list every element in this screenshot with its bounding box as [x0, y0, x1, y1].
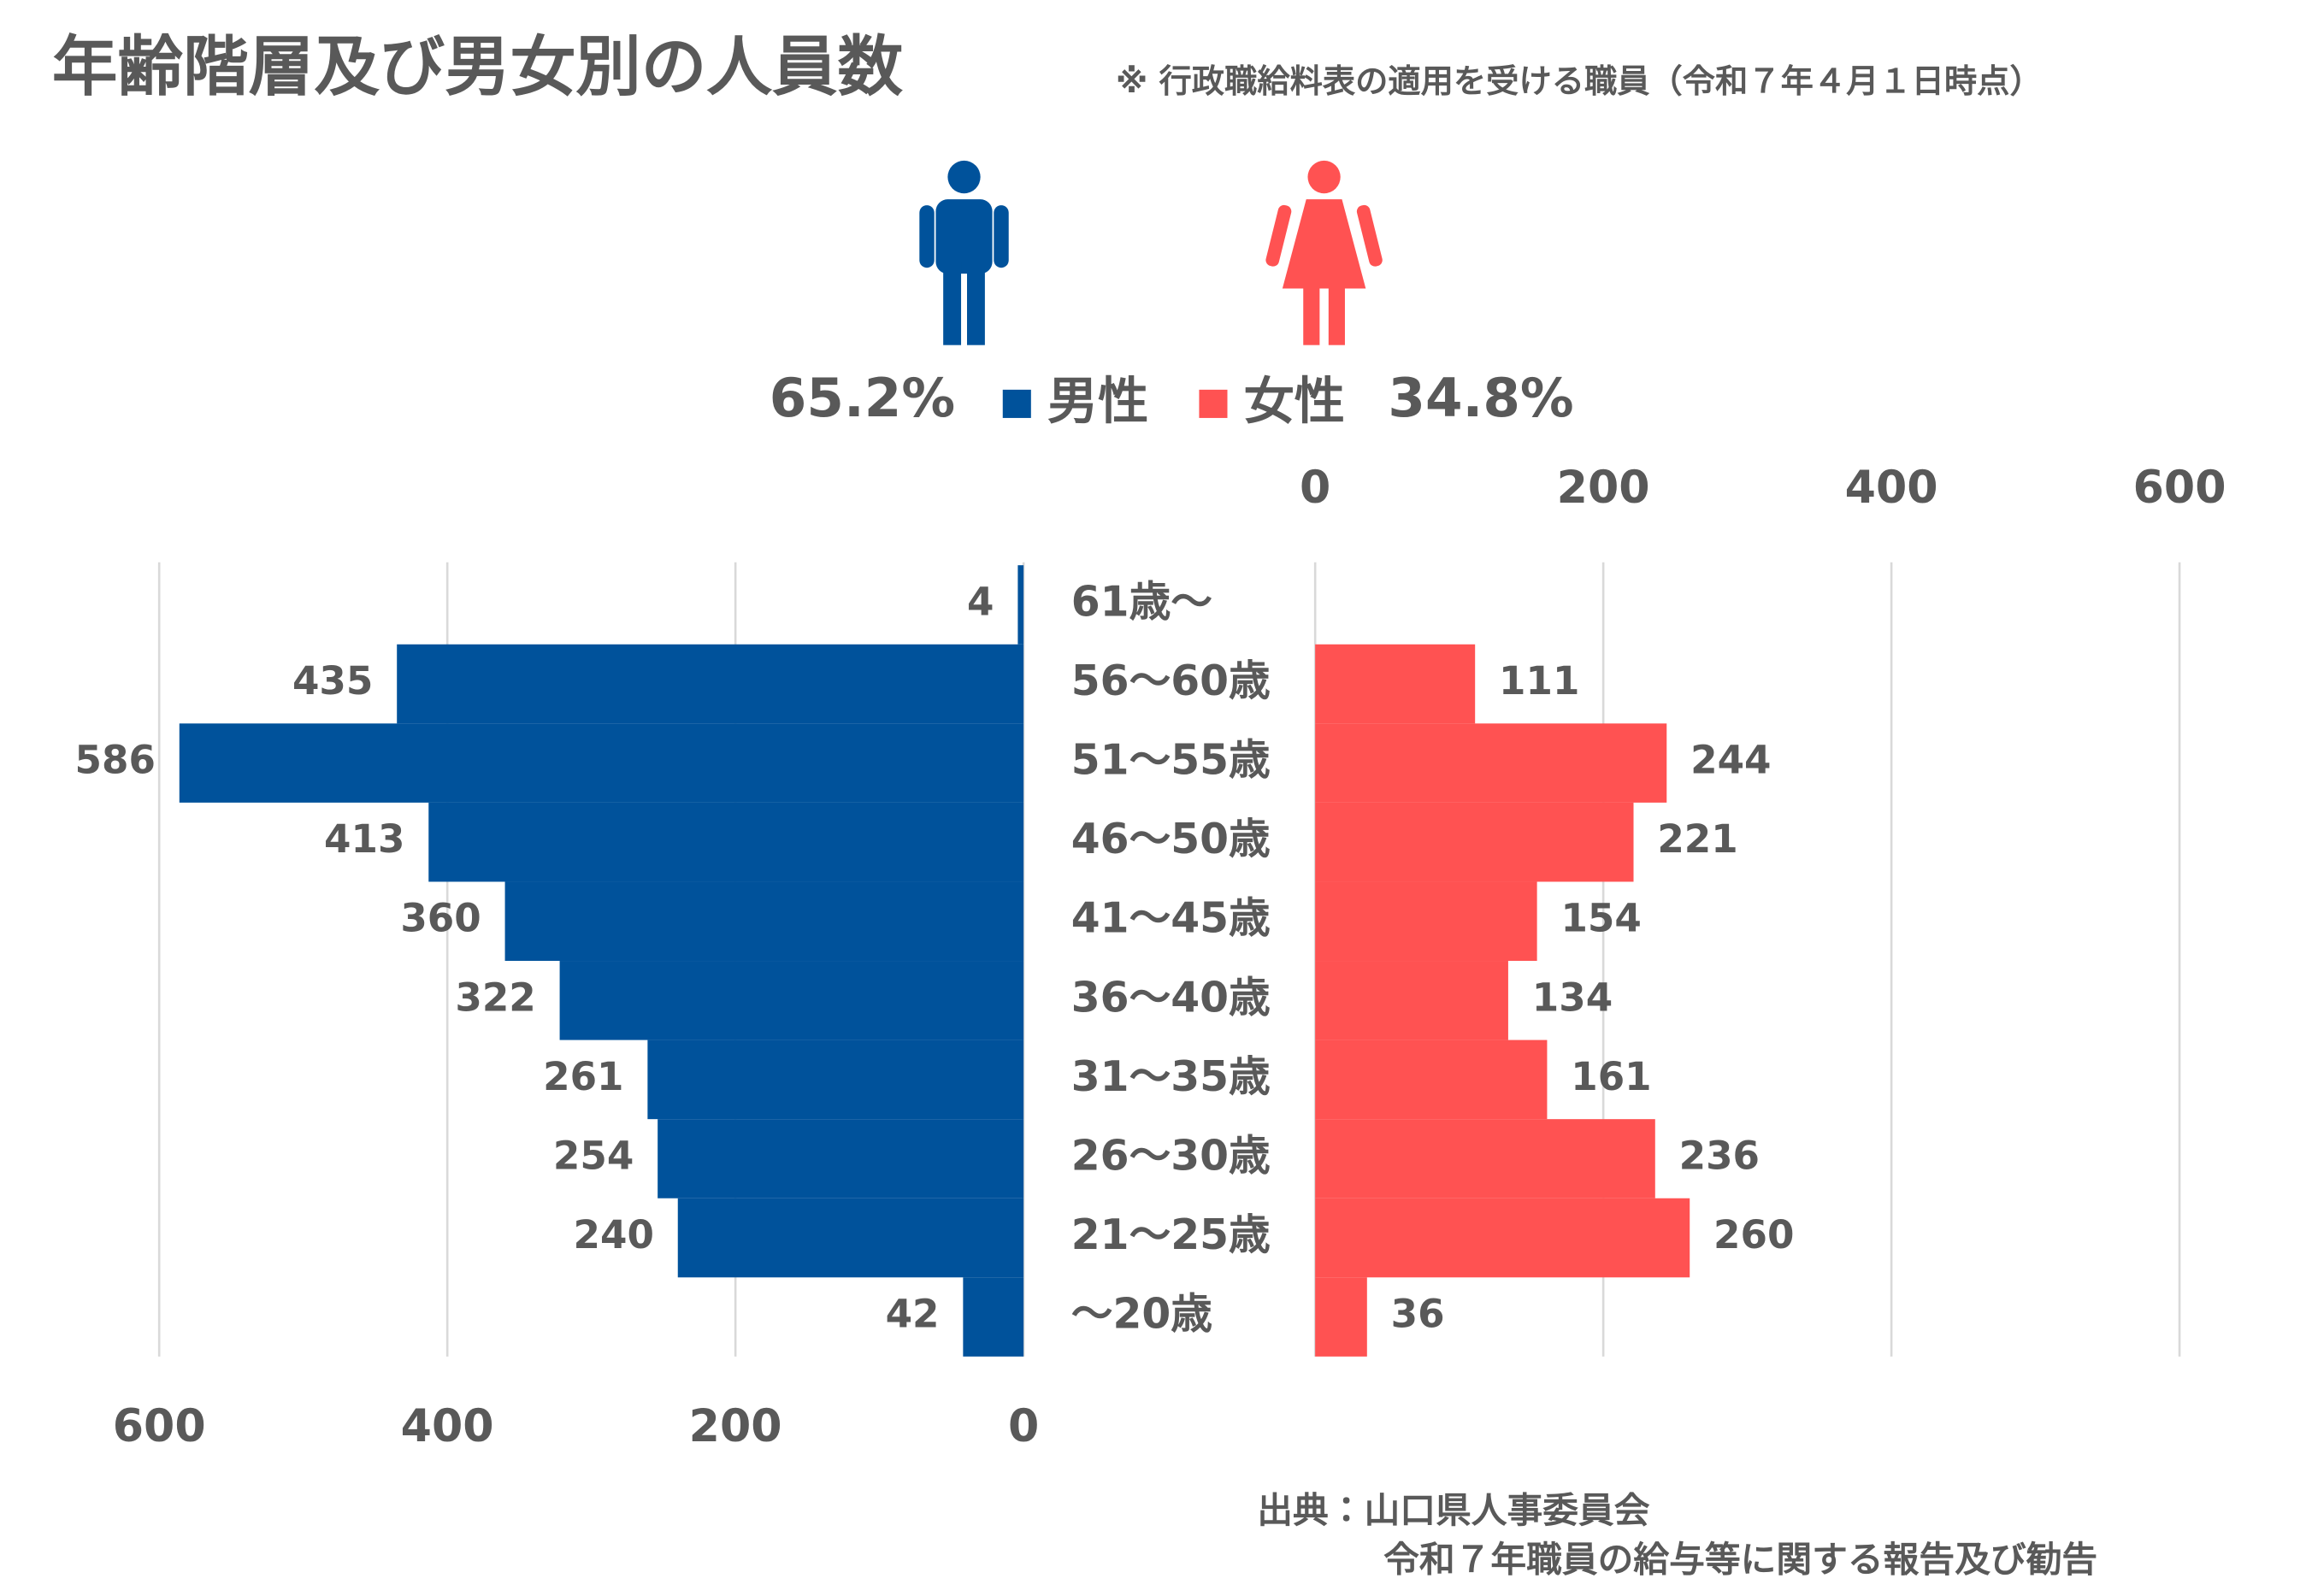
value-label: 236 — [1679, 1133, 1760, 1178]
chart-subtitle: ※ 行政職給料表の適用を受ける職員（令和７年４月１日時点） — [1116, 62, 2043, 101]
bar — [963, 1277, 1024, 1357]
value-label: 111 — [1499, 658, 1579, 704]
value-label: 260 — [1713, 1212, 1794, 1257]
female-icon — [1265, 160, 1383, 345]
bar — [658, 1119, 1024, 1198]
x-tick-label: 0 — [1008, 1401, 1039, 1452]
category-label: ～20歳 — [1071, 1291, 1212, 1339]
x-tick-label: 600 — [113, 1401, 206, 1452]
value-label: 586 — [75, 738, 156, 783]
male-icon — [919, 160, 1009, 345]
legend-share: 65.2% — [770, 367, 955, 429]
bar — [1315, 1119, 1655, 1198]
legend-swatch — [1002, 389, 1031, 418]
x-tick-label: 400 — [1845, 462, 1938, 514]
value-label: 322 — [455, 975, 535, 1020]
source-line: 出典：山口県人事委員会 — [1257, 1489, 1649, 1531]
x-tick-label: 200 — [1557, 462, 1650, 514]
legend-label: 女性 — [1244, 371, 1345, 430]
bar — [1315, 644, 1476, 724]
x-tick-label: 200 — [689, 1401, 782, 1452]
bar — [1315, 1277, 1367, 1357]
source-line: 令和７年職員の給与等に関する報告及び勧告 — [1383, 1538, 2097, 1580]
category-label: 31～35歳 — [1071, 1053, 1271, 1101]
value-label: 435 — [292, 658, 373, 704]
legend-swatch — [1199, 389, 1228, 418]
x-tick-label: 400 — [401, 1401, 494, 1452]
chart-title: 年齢階層及び男女別の人員数 — [52, 30, 904, 106]
category-label: 46～50歳 — [1071, 816, 1271, 863]
x-tick-label: 600 — [2133, 462, 2226, 514]
value-label: 42 — [886, 1292, 940, 1337]
bar — [1315, 881, 1537, 962]
bar — [397, 644, 1024, 724]
value-label: 161 — [1571, 1054, 1651, 1099]
bar — [504, 881, 1024, 962]
category-label: 51～55歳 — [1071, 737, 1271, 785]
value-label: 4 — [967, 579, 994, 624]
value-label: 221 — [1657, 816, 1737, 862]
legend-share: 34.8% — [1388, 367, 1573, 429]
bar — [428, 802, 1024, 882]
category-label: 41～45歳 — [1071, 895, 1271, 943]
category-label: 36～40歳 — [1071, 974, 1271, 1022]
category-label: 61歳～ — [1071, 578, 1212, 626]
bar — [1315, 802, 1634, 882]
bar — [1017, 565, 1024, 645]
value-label: 240 — [574, 1212, 654, 1257]
value-label: 254 — [553, 1133, 634, 1178]
value-label: 244 — [1690, 738, 1771, 783]
bar — [1315, 1198, 1690, 1278]
value-label: 360 — [400, 896, 481, 941]
category-label: 21～25歳 — [1071, 1211, 1271, 1259]
value-label: 261 — [543, 1054, 623, 1099]
x-tick-label: 0 — [1300, 462, 1330, 514]
bar — [1315, 723, 1667, 803]
bar — [1315, 1039, 1548, 1120]
bar — [1315, 961, 1508, 1040]
value-label: 134 — [1532, 975, 1613, 1020]
bar — [559, 961, 1024, 1040]
bar — [647, 1039, 1024, 1120]
category-label: 26～30歳 — [1071, 1132, 1271, 1180]
category-label: 56～60歳 — [1071, 657, 1271, 705]
value-label: 154 — [1560, 896, 1641, 941]
value-label: 413 — [324, 816, 404, 862]
bar — [179, 723, 1024, 803]
legend-label: 男性 — [1047, 371, 1148, 430]
bar — [677, 1198, 1024, 1278]
value-label: 36 — [1391, 1292, 1445, 1337]
